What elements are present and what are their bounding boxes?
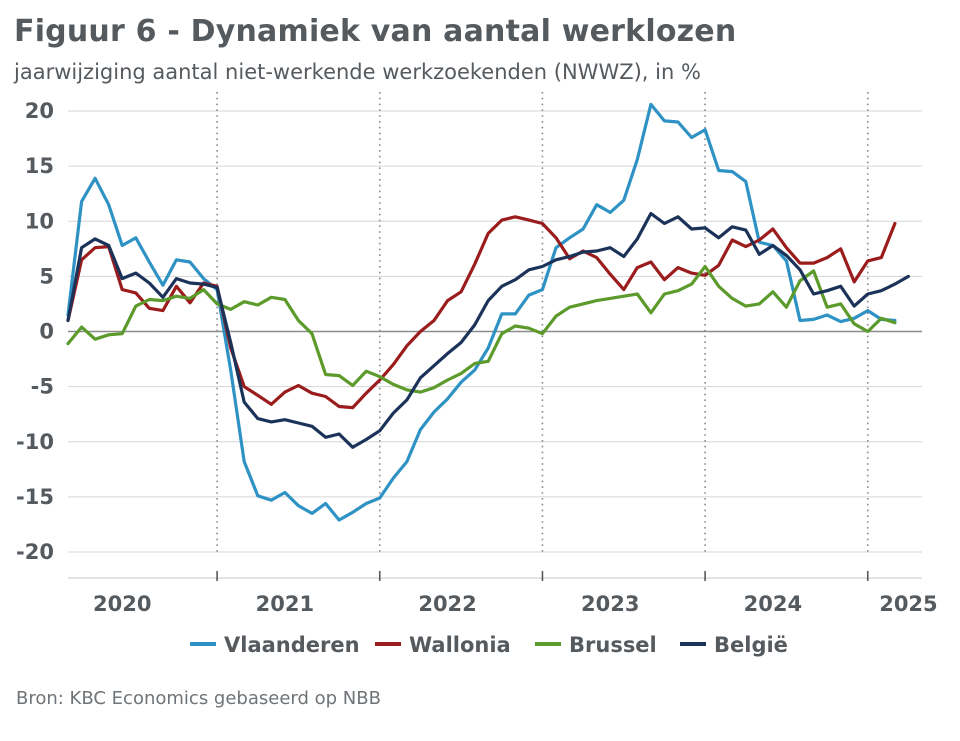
- legend-label-brussel: Brussel: [569, 633, 657, 657]
- y-tick-label: -5: [31, 375, 54, 399]
- y-tick-label: 15: [25, 154, 54, 178]
- y-tick-label: 5: [39, 264, 54, 288]
- series-line-belgi-: [66, 211, 910, 449]
- legend-label-vlaanderen: Vlaanderen: [224, 633, 360, 657]
- source-note: Bron: KBC Economics gebaseerd op NBB: [16, 688, 381, 709]
- x-axis-ticks: 2020 2021 2022 2023 2024 2025: [93, 592, 938, 616]
- line-chart: 20 15 10 5 0 -5 -10 -15 -20 2020 2021 2022 2023 2024…: [16, 92, 938, 657]
- y-tick-label: 10: [25, 209, 54, 233]
- y-tick-label: -10: [16, 430, 54, 454]
- chart-title: Figuur 6 - Dynamiek van aantal werklozen: [14, 14, 737, 49]
- legend: Vlaanderen Wallonia Brussel België: [190, 633, 788, 657]
- x-tick-label: 2024: [744, 592, 802, 616]
- y-tick-label: 20: [25, 99, 54, 123]
- x-tick-label: 2025: [879, 592, 937, 616]
- legend-label-belgi-: België: [714, 633, 788, 657]
- series-lines: [66, 102, 910, 522]
- x-tick-label: 2023: [581, 592, 639, 616]
- y-tick-label: -20: [16, 540, 54, 564]
- chart-subtitle: jaarwijziging aantal niet-werkende werkz…: [14, 60, 701, 84]
- series-line-vlaanderen: [66, 102, 897, 522]
- x-tick-label: 2020: [93, 592, 151, 616]
- x-tick-label: 2021: [256, 592, 314, 616]
- y-tick-label: -15: [16, 485, 54, 509]
- x-tick-label: 2022: [418, 592, 476, 616]
- year-separators: [216, 92, 869, 581]
- gridlines: [68, 110, 922, 579]
- series-line-brussel: [66, 264, 897, 394]
- legend-label-wallonia: Wallonia: [409, 633, 511, 657]
- y-tick-label: 0: [39, 320, 54, 344]
- y-axis-ticks: 20 15 10 5 0 -5 -10 -15 -20: [16, 99, 54, 564]
